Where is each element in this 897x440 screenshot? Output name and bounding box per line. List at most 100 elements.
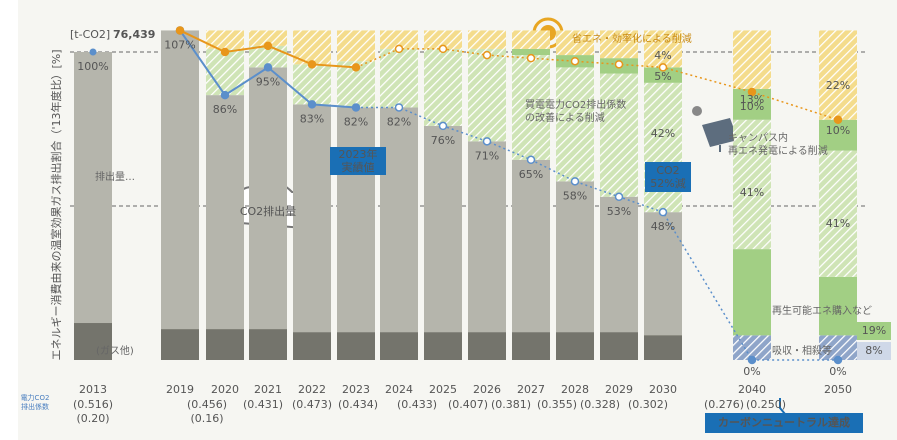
coefficient: (0.516)	[73, 398, 113, 411]
base-amount: 76,439	[113, 28, 155, 41]
line-marker	[528, 55, 535, 62]
bar-segment	[380, 49, 418, 108]
line-marker	[440, 122, 447, 129]
bar-segment	[293, 64, 331, 104]
coefficient-title: 電力CO2 排出係数	[18, 394, 52, 412]
bar-segment	[424, 49, 462, 126]
bar-segment	[161, 329, 199, 360]
target-sub: 52%減	[650, 176, 685, 190]
bar-segment	[380, 107, 418, 360]
coefficient: (0.276)	[704, 398, 744, 411]
coefficient: (0.407)	[448, 398, 488, 411]
line-marker	[572, 58, 579, 65]
line-marker	[835, 357, 842, 364]
line-marker	[835, 116, 842, 123]
bar-segment	[206, 95, 244, 360]
bar-segment	[512, 160, 550, 360]
bar-segment	[424, 332, 462, 360]
bar-segment	[424, 126, 462, 360]
x-tick-label: 2040	[738, 383, 766, 396]
x-tick-label: 2027	[517, 383, 545, 396]
bar-segment	[512, 30, 550, 48]
segment-label: 4%	[654, 49, 671, 62]
line-marker	[265, 42, 272, 49]
line-marker	[484, 52, 491, 59]
line-marker	[309, 61, 316, 68]
series-name: (ガス他)	[96, 345, 134, 358]
line-marker	[177, 27, 184, 34]
coefficient-2: (0.20)	[76, 412, 109, 425]
segment-label: 5%	[654, 70, 671, 83]
x-tick-label: 2024	[385, 383, 413, 396]
coefficient: (0.434)	[338, 398, 378, 411]
segment-label: 41%	[740, 186, 764, 199]
line-marker	[353, 64, 360, 71]
x-tick-label: 2050	[824, 383, 852, 396]
value-label: 76%	[431, 134, 455, 147]
line-marker	[660, 209, 667, 216]
line-marker	[484, 138, 491, 145]
bar-segment	[293, 104, 331, 360]
x-tick-label: 2019	[166, 383, 194, 396]
line-marker	[265, 64, 272, 71]
segment-label: 22%	[826, 79, 850, 92]
x-tick-label: 2030	[649, 383, 677, 396]
value-label: 100%	[77, 60, 108, 73]
bar-segment	[293, 332, 331, 360]
bar-segment	[733, 30, 771, 89]
bar-segment	[600, 74, 638, 197]
series-name: 吸収・相殺等	[772, 345, 832, 358]
x-tick-label: 2028	[561, 383, 589, 396]
line-marker	[749, 357, 756, 364]
line-marker	[396, 104, 403, 111]
value-label: 71%	[475, 149, 499, 162]
bar-segment	[337, 30, 375, 61]
unit: [t-CO2]	[70, 28, 110, 41]
actual-sub: 実績値	[342, 160, 375, 174]
bar-segment	[161, 30, 199, 360]
value-label: 83%	[300, 112, 324, 125]
line-marker	[440, 45, 447, 52]
series-name: キャンパス内 再エネ発電による削減	[728, 132, 828, 158]
bar-segment	[600, 332, 638, 360]
bar-segment	[468, 49, 506, 141]
line-marker	[353, 104, 360, 111]
value-label: 86%	[213, 103, 237, 116]
series-name: 再生可能エネ購入など	[772, 305, 872, 318]
neutral-label: カーボンニュートラル達成	[718, 415, 850, 429]
coefficient-2: (0.16)	[190, 412, 223, 425]
value-label: 8%	[865, 344, 882, 357]
value-label: 65%	[519, 168, 543, 181]
bar-segment	[819, 30, 857, 119]
x-tick-label: 2022	[298, 383, 326, 396]
page: [t-CO2] 76,439 エネルギー消費由来の温室効果ガス排出割合（'13年…	[0, 0, 897, 440]
line-marker	[222, 49, 229, 56]
segment-label: 10%	[740, 100, 764, 113]
value-label: 48%	[651, 220, 675, 233]
line-marker	[90, 49, 97, 56]
bar-segment	[380, 332, 418, 360]
segment-label: 0%	[829, 365, 846, 378]
bar-segment	[249, 329, 287, 360]
segment-label: 41%	[826, 217, 850, 230]
line-marker	[309, 101, 316, 108]
series-name: 排出量…	[95, 171, 135, 184]
coefficient: (0.302)	[628, 398, 668, 411]
bar-segment	[468, 141, 506, 360]
segment-label: 0%	[743, 365, 760, 378]
series-name: 買電電力CO2排出係数 の改善による削減	[525, 99, 626, 125]
target-label: CO2	[656, 164, 679, 177]
x-tick-label: 2020	[211, 383, 239, 396]
coefficient: (0.433)	[397, 398, 437, 411]
value-label: 58%	[563, 189, 587, 202]
coefficient: (0.473)	[292, 398, 332, 411]
x-tick-label: 2023	[342, 383, 370, 396]
value-label: 19%	[862, 324, 886, 337]
line-name: CO2排出量	[240, 204, 296, 218]
bar-segment	[74, 52, 112, 360]
line-marker	[616, 193, 623, 200]
x-tick-label: 2029	[605, 383, 633, 396]
bar-segment	[644, 83, 682, 212]
coefficient: (0.431)	[243, 398, 283, 411]
coefficient: (0.355)	[537, 398, 577, 411]
